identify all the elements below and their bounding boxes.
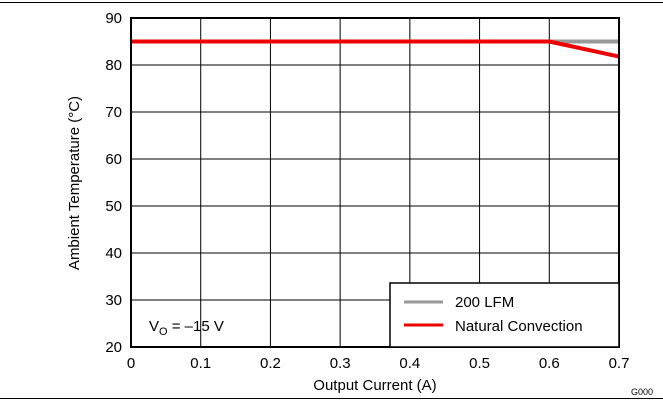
x-axis-title: Output Current (A) [313, 377, 436, 394]
figure-code: G000 [631, 387, 653, 397]
y-tick-label: 90 [105, 10, 122, 27]
x-tick-label: 0.6 [539, 355, 560, 372]
x-tick-label: 0.5 [469, 355, 490, 372]
y-axis-title: Ambient Temperature (°C) [66, 96, 83, 270]
x-tick-label: 0 [127, 355, 135, 372]
x-tick-label: 0.7 [609, 355, 630, 372]
plot-frame [130, 17, 620, 348]
y-tick-label: 30 [105, 292, 122, 309]
top-rule [0, 2, 663, 3]
y-tick-label: 60 [105, 151, 122, 168]
legend: 200 LFM Natural Convection [389, 282, 620, 348]
vo-annotation-rest: = –15 V [168, 318, 224, 335]
vo-annotation: VO = –15 V [149, 318, 224, 338]
legend-label-natural-convection: Natural Convection [455, 318, 583, 335]
y-tick-label: 70 [105, 104, 122, 121]
legend-box [389, 282, 620, 348]
vo-annotation-main: V [149, 318, 159, 335]
series-line-natural-convection [131, 39, 620, 59]
x-tick-label: 0.1 [190, 355, 211, 372]
x-tick-label: 0.4 [399, 355, 420, 372]
bottom-rule [0, 398, 663, 399]
x-tick-labels: 0 0.1 0.2 0.3 0.4 0.5 0.6 0.7 [127, 355, 630, 372]
y-tick-label: 20 [105, 339, 122, 356]
x-tick-label: 0.3 [330, 355, 351, 372]
vo-annotation-subscript: O [159, 326, 168, 338]
legend-label-200-lfm: 200 LFM [455, 294, 514, 311]
y-tick-label: 40 [105, 245, 122, 262]
x-tick-label: 0.2 [260, 355, 281, 372]
y-tick-label: 80 [105, 57, 122, 74]
y-tick-label: 50 [105, 198, 122, 215]
series-layer [131, 39, 620, 59]
y-tick-labels: 20 30 40 50 60 70 80 90 [105, 10, 122, 356]
